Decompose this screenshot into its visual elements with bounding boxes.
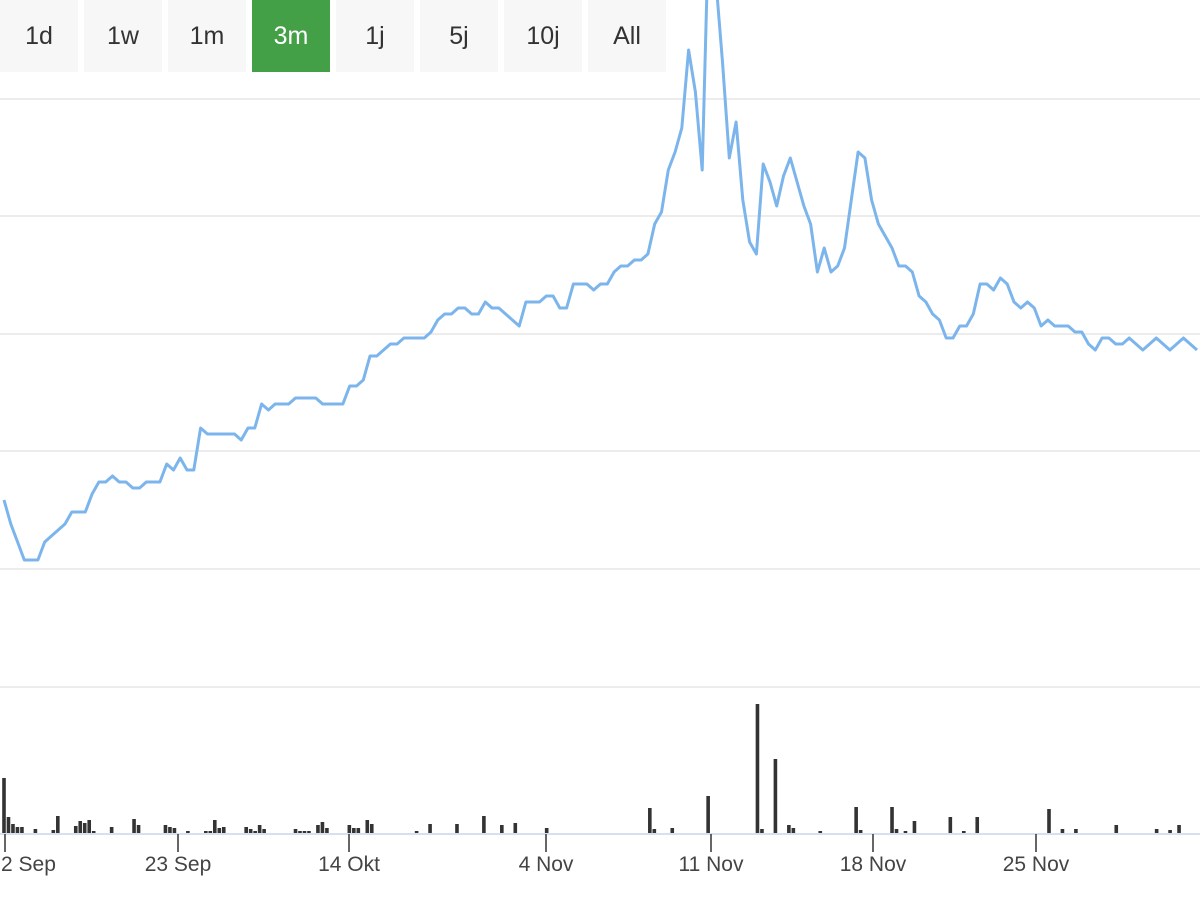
range-button-1m[interactable]: 1m <box>168 0 246 72</box>
volume-bar <box>20 827 24 833</box>
volume-bar <box>262 829 266 833</box>
volume-bar <box>307 831 311 833</box>
x-tick-label: 2 Sep <box>1 853 56 876</box>
volume-bar <box>2 778 6 833</box>
volume-bar <box>293 829 298 833</box>
volume-bar <box>513 823 518 833</box>
x-tick-label: 11 Nov <box>679 853 744 876</box>
volume-bar <box>320 822 325 833</box>
volume-bar <box>217 828 222 833</box>
volume-bar <box>257 825 262 833</box>
volume-bar <box>352 828 356 833</box>
volume-bar <box>78 821 83 833</box>
volume-bar <box>132 819 136 833</box>
volume-bar <box>818 831 823 833</box>
volume-bar <box>760 829 764 833</box>
volume-bar <box>1060 829 1065 833</box>
volume-bar <box>356 828 361 833</box>
volume-bar <box>912 821 917 833</box>
volume-bar <box>163 825 168 833</box>
range-button-all[interactable]: All <box>588 0 666 72</box>
volume-bar <box>791 828 796 833</box>
volume-bar <box>455 824 459 833</box>
volume-bar <box>11 824 15 833</box>
volume-bar <box>73 826 78 833</box>
volume-bar <box>1047 809 1051 833</box>
x-axis: 2 Sep 23 Sep 14 Okt 4 Nov 11 Nov 18 Nov 25 Nov <box>0 833 1200 876</box>
volume-bar <box>670 828 675 833</box>
volume-bar <box>652 829 657 833</box>
volume-bar <box>302 831 307 833</box>
volume-bar <box>755 704 760 833</box>
price-line-layer <box>2 0 1198 562</box>
volume-bar <box>773 759 778 833</box>
volume-bar <box>208 831 213 833</box>
volume-bar <box>369 824 374 833</box>
volume-bar <box>91 831 96 833</box>
volume-bar <box>15 827 20 833</box>
x-tick-label: 25 Nov <box>1003 853 1070 876</box>
volume-bar <box>221 827 226 833</box>
volume-bar <box>244 827 248 833</box>
price-line <box>2 0 1198 562</box>
x-tick-label: 4 Nov <box>519 853 574 876</box>
range-button-5j[interactable]: 5j <box>420 0 498 72</box>
volume-bar <box>325 828 329 833</box>
volume-bar <box>975 817 980 833</box>
volume-bar <box>204 831 208 833</box>
volume-bar <box>482 816 486 833</box>
volume-bar <box>428 824 432 833</box>
volume-bar <box>253 831 257 833</box>
volume-bar <box>414 831 419 833</box>
volume-bar <box>903 831 908 833</box>
range-button-3m[interactable]: 3m <box>252 0 330 72</box>
x-tick-label: 18 Nov <box>840 853 907 876</box>
volume-bar <box>858 830 863 833</box>
range-button-1j[interactable]: 1j <box>336 0 414 72</box>
x-tick-label: 23 Sep <box>145 853 212 876</box>
volume-bar <box>365 820 370 833</box>
volume-bar <box>248 829 253 833</box>
volume-bar <box>948 817 953 833</box>
volume-bars <box>2 704 1181 833</box>
volume-bar <box>186 831 190 833</box>
volume-bar <box>854 807 858 833</box>
volume-bar <box>1154 829 1159 833</box>
volume-bar <box>6 817 11 833</box>
gridlines <box>0 98 1200 688</box>
volume-bar <box>706 796 710 833</box>
volume-bar <box>168 827 172 833</box>
volume-bar <box>1074 829 1078 833</box>
volume-bar <box>347 825 352 833</box>
volume-bar <box>82 823 87 833</box>
volume-bar <box>316 825 320 833</box>
volume-bar <box>172 828 177 833</box>
range-button-1w[interactable]: 1w <box>84 0 162 72</box>
volume-bar <box>787 825 791 833</box>
volume-bar <box>51 830 56 833</box>
volume-bar <box>1177 825 1181 833</box>
volume-bar <box>56 816 60 833</box>
range-button-1d[interactable]: 1d <box>0 0 78 72</box>
volume-bar <box>500 825 504 833</box>
range-button-10j[interactable]: 10j <box>504 0 582 72</box>
volume-bar <box>212 820 217 833</box>
volume-bar <box>33 829 38 833</box>
volume-bar <box>1168 830 1172 833</box>
volume-bar <box>1114 825 1119 833</box>
x-tick-label: 14 Okt <box>318 853 380 876</box>
volume-bar <box>87 820 92 833</box>
volume-bar <box>109 827 114 833</box>
volume-bar <box>298 831 302 833</box>
volume-bar <box>136 825 141 833</box>
range-selector: 1d 1w 1m 3m 1j 5j 10j All <box>0 0 672 72</box>
volume-bar <box>894 829 899 833</box>
volume-bar <box>961 831 966 833</box>
volume-bar <box>544 828 549 833</box>
volume-bar <box>890 807 894 833</box>
volume-bar <box>648 808 652 833</box>
